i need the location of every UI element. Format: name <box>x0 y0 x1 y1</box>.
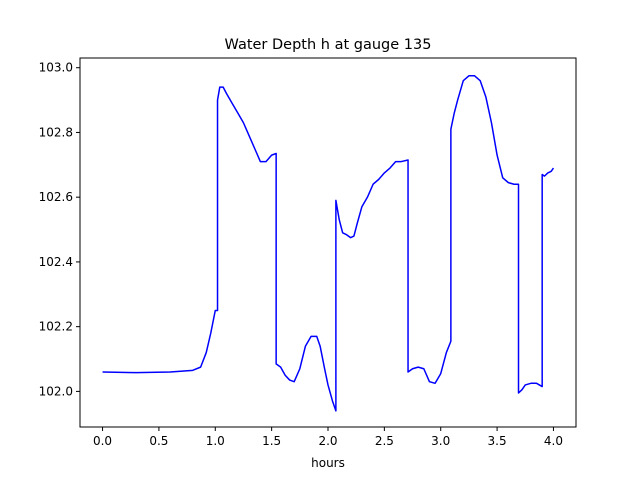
y-tick-label: 102.2 <box>39 320 73 334</box>
y-tick-label: 102.8 <box>39 125 73 139</box>
x-tick-label: 3.0 <box>431 434 450 448</box>
x-tick-label: 1.5 <box>262 434 281 448</box>
y-tick-label: 102.0 <box>39 384 73 398</box>
x-tick-label: 0.5 <box>149 434 168 448</box>
series-layer <box>102 75 555 412</box>
plot-frame <box>79 57 577 428</box>
x-tick-label: 3.5 <box>488 434 507 448</box>
x-tick-label: 1.0 <box>206 434 225 448</box>
x-tick-label: 4.0 <box>544 434 563 448</box>
x-axis: 0.0 0.5 1.0 1.5 2.0 2.5 3.0 3.5 4.0 <box>93 427 563 448</box>
x-tick-label: 0.0 <box>93 434 112 448</box>
y-tick-label: 102.6 <box>39 190 73 204</box>
y-tick-label: 103.0 <box>39 61 73 75</box>
y-tick-label: 102.4 <box>39 255 73 269</box>
plot-area <box>80 58 576 427</box>
chart-title: Water Depth h at gauge 135 <box>225 37 432 53</box>
series-line-0 <box>102 75 555 412</box>
x-tick-label: 2.5 <box>375 434 394 448</box>
x-tick-label: 2.0 <box>318 434 337 448</box>
y-axis: 102.0 102.2 102.4 102.6 102.8 103.0 <box>39 61 80 398</box>
x-axis-label: hours <box>311 456 345 470</box>
